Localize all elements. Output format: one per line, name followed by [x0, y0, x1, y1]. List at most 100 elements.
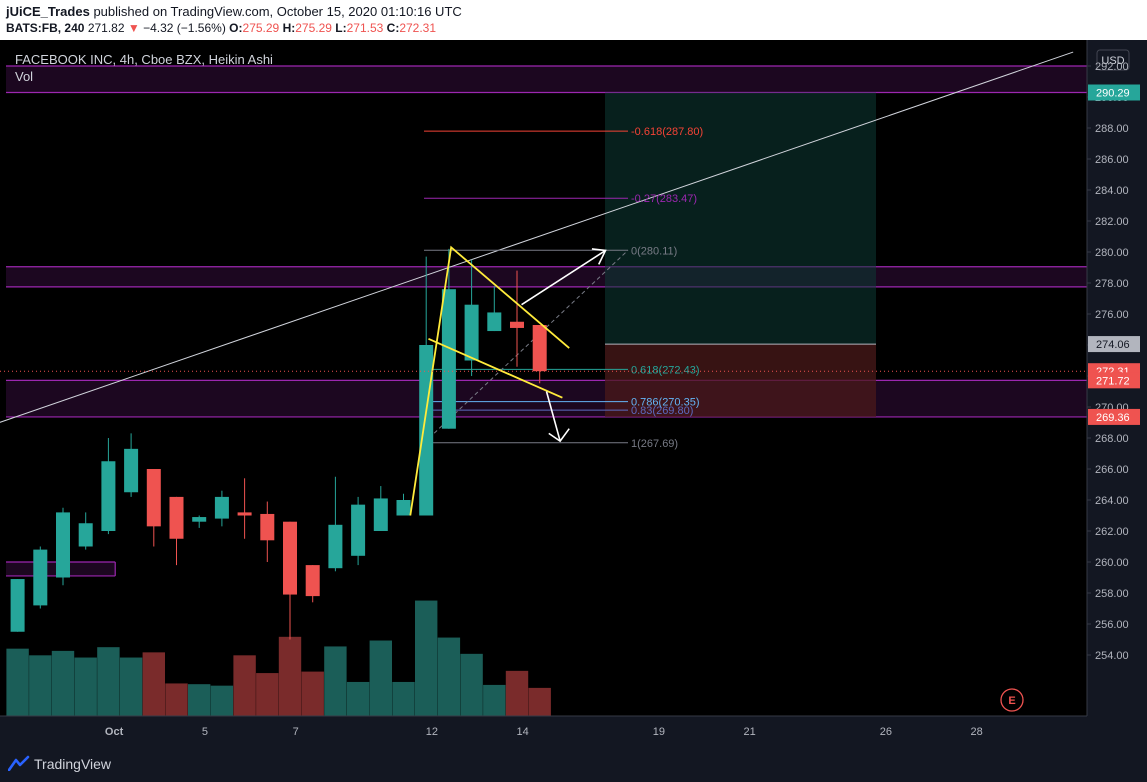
fib-level-label: 0.618(272.43)	[631, 364, 700, 376]
volume-bar	[29, 655, 52, 716]
volume-bar	[346, 681, 370, 716]
long-position-tool[interactable]	[605, 92, 876, 417]
volume-bars	[6, 600, 551, 716]
time-tick-label: 14	[517, 726, 529, 738]
fibonacci-retracement[interactable]: -0.618(287.80) -0.27(283.47) 0(280.11) 0.61…	[423, 126, 703, 450]
candle-body	[56, 512, 70, 578]
legend-title: FACEBOOK INC, 4h, Cboe BZX, Heikin Ashi	[15, 52, 273, 67]
price-tag-label: 269.36	[1096, 412, 1130, 424]
volume-bar	[74, 657, 97, 716]
volume-bar	[278, 636, 302, 716]
fib-level-label: 0.786(270.35)	[631, 397, 700, 409]
zone-fill	[6, 266, 1087, 287]
close-label: C:	[386, 21, 400, 35]
price-axis[interactable]: USD 294.00292.00290.00288.00286.00284.00…	[1086, 40, 1147, 744]
volume-bar	[369, 640, 392, 716]
flag-lower-line	[428, 337, 563, 399]
candle-body	[351, 504, 366, 556]
volume-bar	[233, 655, 256, 716]
close-value: 272.31	[399, 21, 437, 35]
earnings-event[interactable]: E	[1000, 688, 1024, 712]
high-value: 275.29	[295, 21, 332, 35]
symbol-quote: BATS:FB, 240 271.82 ▼ −4.32 (−1.56%) O:2…	[6, 21, 436, 35]
currency-badge[interactable]	[1096, 49, 1130, 71]
time-axis-bg	[0, 716, 1147, 744]
volume-bar	[483, 684, 506, 716]
volume-bar	[256, 673, 279, 716]
low-value: 271.53	[346, 21, 384, 35]
time-axis[interactable]: Oct 5 7 12 14 19 21 26 28	[0, 715, 1147, 744]
brand-name[interactable]: TradingView	[34, 756, 112, 772]
candle-body	[192, 517, 207, 522]
price-tick-label: 294.00	[1095, 40, 1129, 42]
target-zone	[605, 92, 876, 345]
price-tick-label: 288.00	[1095, 123, 1129, 135]
candle-body	[328, 524, 343, 569]
pattern-drawings[interactable]	[409, 245, 607, 516]
candle-body	[237, 512, 252, 516]
price-tick-label: 260.00	[1095, 557, 1129, 569]
earnings-event-icon[interactable]	[1000, 688, 1024, 712]
candle-body	[532, 325, 547, 372]
price-tag-bg	[1088, 84, 1140, 101]
footer: TradingView	[0, 744, 1147, 782]
volume-bar	[392, 681, 415, 716]
price-tick-label: 286.00	[1095, 154, 1129, 166]
volume-bar	[51, 650, 75, 716]
trendline-line	[0, 51, 1074, 423]
zone-fill	[6, 66, 1087, 93]
publish-info: jUiCE_Trades published on TradingView.co…	[6, 4, 462, 19]
time-tick-label: 7	[293, 726, 299, 738]
volume-bar	[415, 600, 438, 716]
author-name[interactable]: jUiCE_Trades	[6, 4, 90, 19]
price-tick-label: 256.00	[1095, 619, 1129, 631]
price-chart[interactable]: -0.618(287.80) -0.27(283.47) 0(280.11) 0.61…	[0, 40, 1147, 744]
fib-trend-line	[423, 249, 629, 444]
candle-body	[396, 500, 411, 516]
volume-bar	[119, 657, 143, 716]
trendline[interactable]	[0, 51, 1074, 423]
price-tick-label: 278.00	[1095, 278, 1129, 290]
volume-bar	[210, 685, 234, 716]
candle-body	[373, 498, 388, 531]
price-tick-label: 292.00	[1095, 61, 1129, 73]
open-value: 275.29	[242, 21, 280, 35]
symbol-interval: BATS:FB, 240	[6, 21, 85, 35]
candles	[10, 248, 547, 640]
candle-body	[214, 496, 229, 519]
fib-level-label: 0.83(269.80)	[631, 405, 693, 417]
time-tick-label: 26	[880, 726, 892, 738]
price-tick-label: 254.00	[1095, 650, 1129, 662]
candle-body	[441, 289, 456, 429]
volume-bar	[142, 652, 165, 716]
legend: FACEBOOK INC, 4h, Cboe BZX, Heikin Ashi …	[15, 52, 273, 84]
volume-bar	[324, 646, 347, 716]
volume-bar	[188, 684, 211, 716]
chart-background	[0, 40, 1147, 744]
candle-body	[146, 469, 161, 527]
price-tag-label: 271.72	[1096, 375, 1130, 387]
price-tick-label: 258.00	[1095, 588, 1129, 600]
price-tick-label: 268.00	[1095, 433, 1129, 445]
price-tag-label: 290.29	[1096, 88, 1130, 100]
volume-bar	[528, 687, 551, 716]
time-tick-label: 12	[426, 726, 438, 738]
candle-body	[283, 521, 297, 595]
earnings-event-label: E	[1008, 695, 1015, 707]
zone-fill	[6, 380, 1087, 417]
price-tick-label: 282.00	[1095, 216, 1129, 228]
volume-bar	[6, 648, 29, 716]
time-tick-label: 5	[202, 726, 208, 738]
bearish-arrow-icon	[548, 428, 570, 443]
bullish-arrow-icon	[591, 248, 607, 265]
price-change: −4.32 (−1.56%)	[143, 21, 226, 35]
price-tick-label: 262.00	[1095, 526, 1129, 538]
volume-bar	[301, 671, 324, 716]
fib-level-label: -0.618(287.80)	[631, 126, 703, 138]
price-tag-bg	[1088, 372, 1140, 389]
price-tick-label: 284.00	[1095, 185, 1129, 197]
currency-label: USD	[1101, 55, 1124, 67]
price-tag-bg	[1088, 408, 1140, 425]
candle-body	[305, 565, 320, 597]
